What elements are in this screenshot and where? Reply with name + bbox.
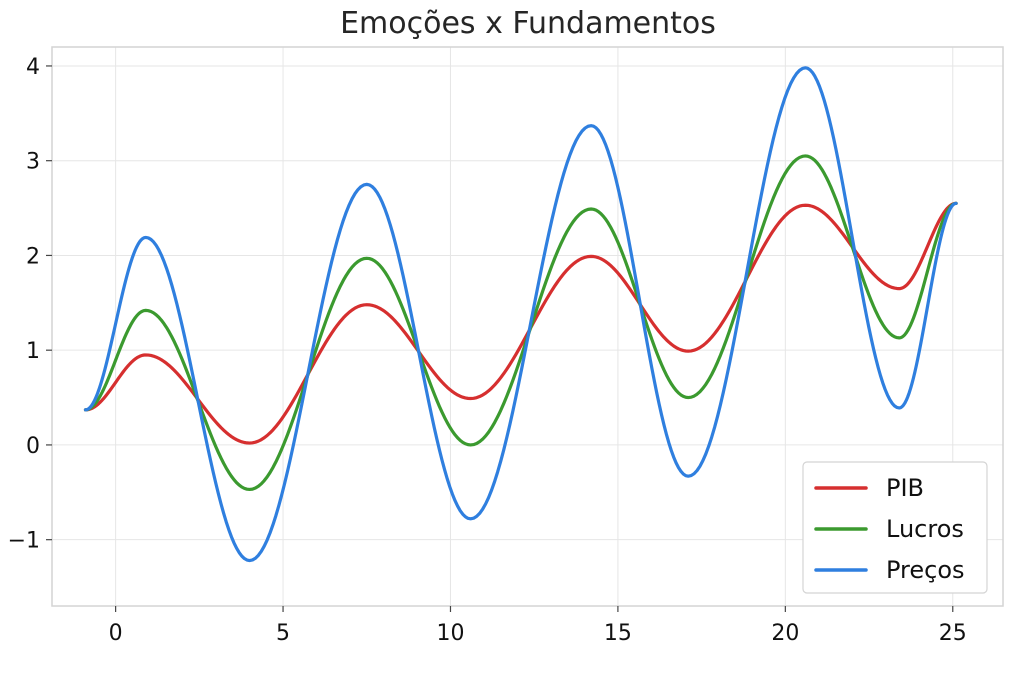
x-tick-label: 10: [436, 621, 464, 646]
legend: PIB Lucros Preços: [802, 461, 988, 594]
y-tick-label: 4: [26, 55, 40, 80]
grid: [52, 47, 1003, 606]
legend-label: Preços: [886, 556, 965, 584]
axis-ticks: 0 5 10 15 20 25 −1 0 1 2 3 4: [8, 55, 967, 646]
x-tick-label: 5: [276, 621, 290, 646]
x-tick-label: 25: [939, 621, 967, 646]
y-tick-label: 1: [26, 339, 40, 364]
series-line-pib: [83, 201, 958, 445]
x-tick-label: 20: [771, 621, 799, 646]
y-tick-label: 0: [26, 434, 40, 459]
series-line-precos: [83, 66, 958, 563]
series-line-lucros: [83, 154, 958, 492]
y-tick-label: −1: [8, 529, 40, 554]
x-tick-label: 15: [604, 621, 632, 646]
plot-frame: [51, 46, 1004, 607]
x-tick-label: 0: [109, 621, 123, 646]
legend-label: PIB: [886, 474, 924, 502]
series-lines: [83, 66, 958, 563]
chart-title: Emoções x Fundamentos: [340, 6, 716, 41]
y-tick-label: 2: [26, 244, 40, 269]
legend-label: Lucros: [886, 515, 964, 543]
y-tick-label: 3: [26, 150, 40, 175]
legend-box: [802, 461, 988, 594]
